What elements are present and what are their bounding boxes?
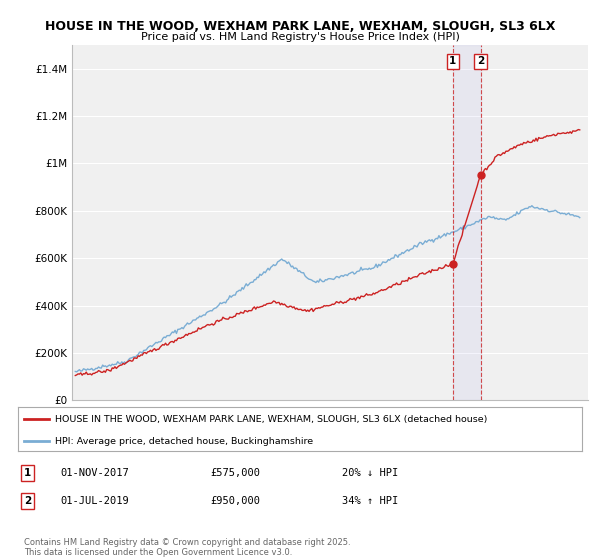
Text: HOUSE IN THE WOOD, WEXHAM PARK LANE, WEXHAM, SLOUGH, SL3 6LX: HOUSE IN THE WOOD, WEXHAM PARK LANE, WEX… [45,20,555,32]
Text: 1: 1 [24,468,31,478]
Text: £575,000: £575,000 [210,468,260,478]
Text: HPI: Average price, detached house, Buckinghamshire: HPI: Average price, detached house, Buck… [55,437,313,446]
Text: 01-JUL-2019: 01-JUL-2019 [60,496,129,506]
Text: 1: 1 [449,57,457,67]
Text: HOUSE IN THE WOOD, WEXHAM PARK LANE, WEXHAM, SLOUGH, SL3 6LX (detached house): HOUSE IN THE WOOD, WEXHAM PARK LANE, WEX… [55,415,487,424]
Text: 2: 2 [477,57,484,67]
Text: Contains HM Land Registry data © Crown copyright and database right 2025.
This d: Contains HM Land Registry data © Crown c… [24,538,350,557]
Text: £950,000: £950,000 [210,496,260,506]
Text: 34% ↑ HPI: 34% ↑ HPI [342,496,398,506]
Text: Price paid vs. HM Land Registry's House Price Index (HPI): Price paid vs. HM Land Registry's House … [140,32,460,43]
Text: 2: 2 [24,496,31,506]
Point [448,260,458,269]
Bar [453,45,481,400]
Point [476,171,485,180]
Text: 01-NOV-2017: 01-NOV-2017 [60,468,129,478]
Text: 20% ↓ HPI: 20% ↓ HPI [342,468,398,478]
